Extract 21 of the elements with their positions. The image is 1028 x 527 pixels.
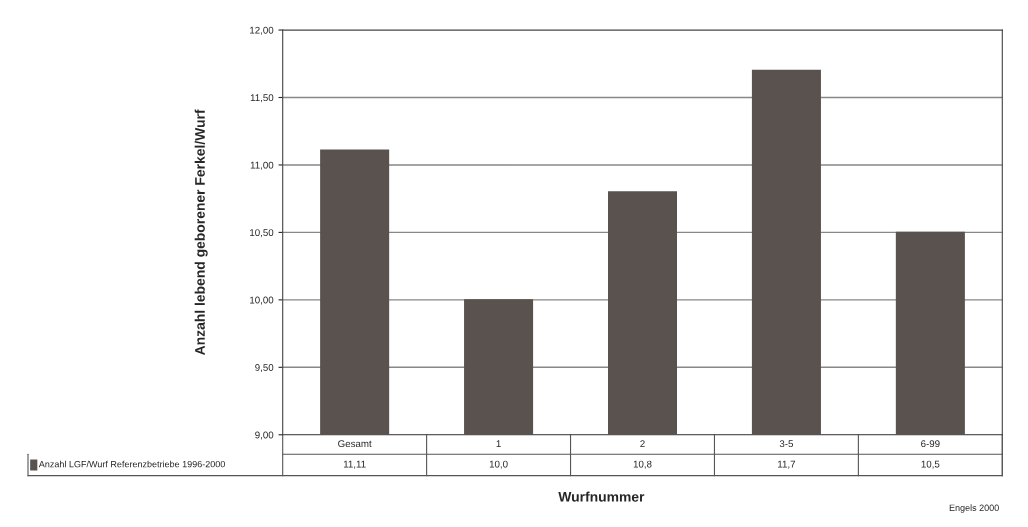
y-tick-label: 11,00 xyxy=(250,161,274,170)
x-tick-label: Gesamt xyxy=(338,440,372,448)
y-tick-label: 10,50 xyxy=(250,229,274,238)
y-tick-label: 9,00 xyxy=(255,431,274,440)
x-tick-label: 1 xyxy=(496,440,501,447)
y-tick-label: 10,00 xyxy=(250,296,274,305)
text: Engels 2000 xyxy=(949,504,999,513)
y-tick-label: 12,00 xyxy=(250,26,274,35)
x-tick-label: 6-99 xyxy=(921,440,940,448)
y-tick-label: 9,50 xyxy=(255,364,274,373)
data-label: 11,7 xyxy=(778,460,796,469)
y-axis-title: Anzahl lebend geborener Ferkel/Wurf xyxy=(194,109,208,356)
data-label: 10,5 xyxy=(921,460,940,469)
data-label: 10,8 xyxy=(633,460,652,469)
x-tick-label: 3-5 xyxy=(779,440,794,448)
data-label: 10,0 xyxy=(489,460,508,469)
x-tick-label: 2 xyxy=(640,440,645,447)
y-tick-label: 11,50 xyxy=(250,94,274,103)
data-label: 11,11 xyxy=(343,460,366,469)
legend-label: Anzahl LGF/Wurf Referenzbetriebe 1996-2000 xyxy=(38,460,225,468)
x-axis-title: Wurfnummer xyxy=(558,491,645,502)
